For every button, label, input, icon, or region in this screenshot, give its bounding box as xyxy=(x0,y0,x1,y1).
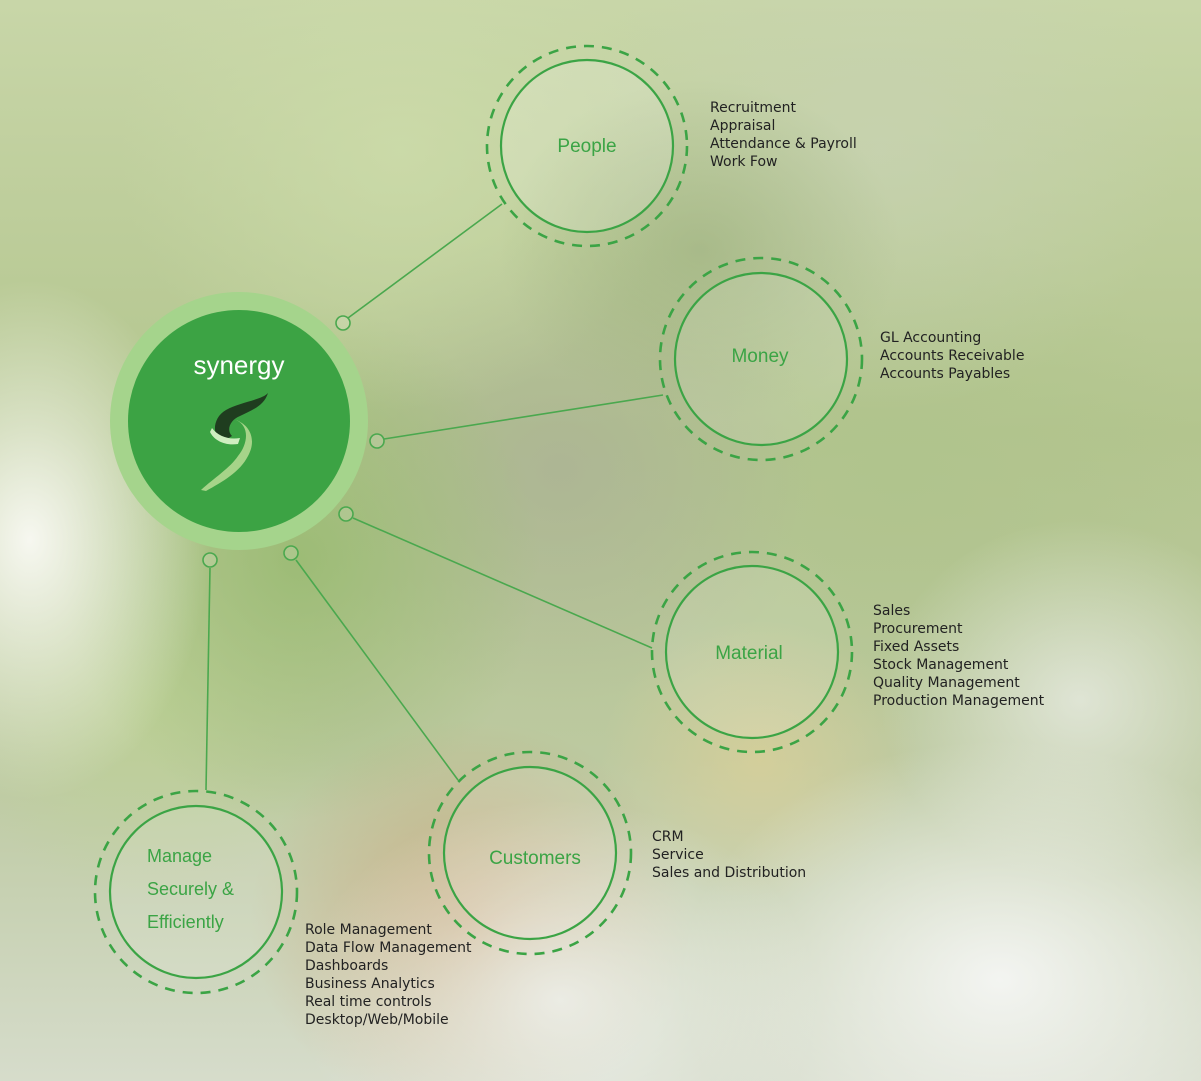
connector-people xyxy=(347,203,503,319)
feature-item: Appraisal xyxy=(710,118,776,134)
feature-item: Stock Management xyxy=(873,657,1009,673)
connector-node-material xyxy=(338,506,354,522)
feature-item: Desktop/Web/Mobile xyxy=(305,1012,449,1028)
feature-item: Data Flow Management xyxy=(305,940,472,956)
manage-label-line: Manage xyxy=(147,846,213,866)
feature-item: Quality Management xyxy=(873,675,1020,691)
feature-list-material: Sales Procurement Fixed Assets Stock Man… xyxy=(873,602,1044,710)
hub-circle xyxy=(128,310,350,532)
node-label-people: People xyxy=(557,136,617,157)
connector-node-manage xyxy=(202,552,218,568)
feature-item: Accounts Payables xyxy=(880,366,1011,382)
feature-item: Dashboards xyxy=(305,958,389,974)
feature-item: Attendance & Payroll xyxy=(710,136,857,152)
feature-item: Work Fow xyxy=(710,154,778,170)
node-label-customers: Customers xyxy=(489,848,581,869)
feature-item: Service xyxy=(652,847,704,863)
feature-list-customers: CRM Service Sales and Distribution xyxy=(652,828,806,882)
connector-node-customers xyxy=(283,545,299,561)
node-label-money: Money xyxy=(731,346,789,367)
feature-item: Sales xyxy=(873,603,911,619)
connector-manage xyxy=(205,567,211,791)
feature-item: Production Management xyxy=(873,693,1045,709)
node-customers-circle xyxy=(427,750,633,956)
feature-item: Role Management xyxy=(305,922,432,938)
feature-item: Sales and Distribution xyxy=(652,865,807,881)
connector-node-money xyxy=(369,433,385,449)
feature-item: Business Analytics xyxy=(305,976,435,992)
node-money-circle xyxy=(658,256,864,462)
manage-label-line: Securely & xyxy=(147,879,235,899)
feature-item: Recruitment xyxy=(710,100,797,116)
node-label-manage: Manage Securely & Efficiently xyxy=(147,840,277,939)
feature-item: Fixed Assets xyxy=(873,639,960,655)
feature-list-people: Recruitment Appraisal Attendance & Payro… xyxy=(710,99,857,171)
node-people-circle xyxy=(485,44,689,248)
connector-customers xyxy=(295,559,459,781)
feature-item: Procurement xyxy=(873,621,963,637)
hub-title: synergy xyxy=(193,350,285,380)
feature-item: Accounts Receivable xyxy=(880,348,1025,364)
feature-item: GL Accounting xyxy=(880,330,982,346)
feature-list-money: GL Accounting Accounts Receivable Accoun… xyxy=(880,329,1024,383)
feature-list-manage: Role Management Data Flow Management Das… xyxy=(305,921,472,1029)
feature-item: CRM xyxy=(652,829,684,845)
connector-money xyxy=(383,394,664,440)
manage-label-line: Efficiently xyxy=(147,912,224,932)
node-label-material: Material xyxy=(715,643,783,664)
node-material-circle xyxy=(650,550,854,754)
connector-node-people xyxy=(335,315,351,331)
node-manage-circle xyxy=(93,789,299,995)
swirl-s-logo-icon xyxy=(201,393,268,491)
connector-material xyxy=(352,517,653,649)
feature-item: Real time controls xyxy=(305,994,432,1010)
